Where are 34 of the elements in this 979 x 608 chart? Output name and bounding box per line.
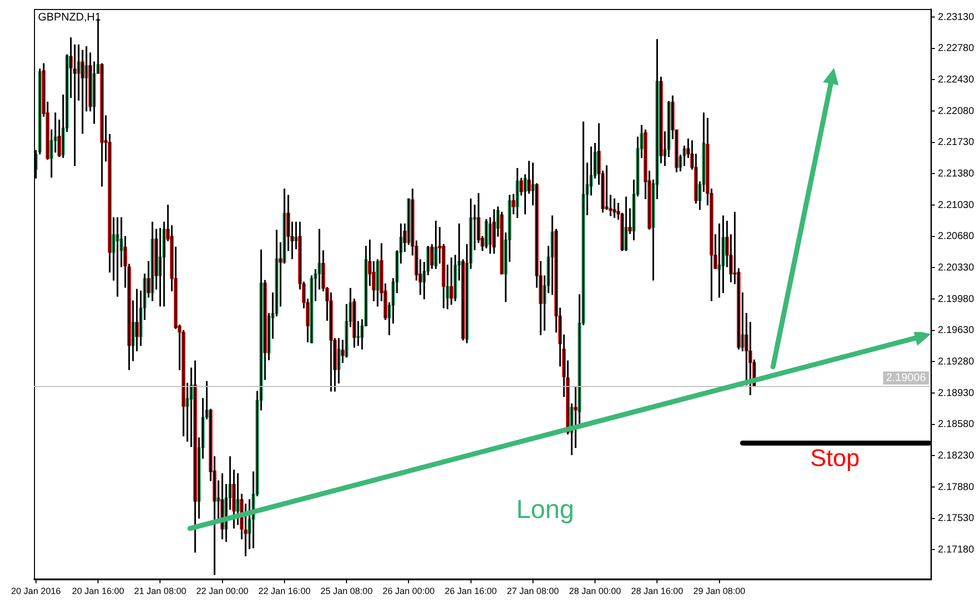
y-tick-label: 2.20330 [938,262,974,274]
y-tick-label: 2.18580 [938,419,974,430]
y-tick-label: 2.18930 [938,388,974,399]
x-tick-label: 22 Jan 16:00 [258,586,310,596]
x-tick-label: 28 Jan 00:00 [568,586,622,596]
y-tick-label: 2.21730 [938,137,974,148]
y-tick-label: 2.21030 [938,200,974,211]
y-tick-label: 2.17880 [938,482,974,493]
y-tick-label: 2.17530 [938,513,974,524]
x-tick-label: 20 Jan 2016 [11,586,61,596]
x-tick-label: 26 Jan 16:00 [444,586,497,596]
y-tick-label: 2.19980 [938,294,974,305]
y-tick-label: 2.22430 [938,74,974,86]
ref-line-label: 2.19006 [886,372,926,384]
chart-title: GBPNZD,H1 [38,12,101,24]
x-tick-label: 27 Jan 08:00 [506,586,559,596]
y-tick-label: 2.23130 [938,12,974,23]
y-tick-label: 2.17180 [938,544,974,556]
y-tick-label: 2.19630 [938,325,974,336]
x-tick-label: 25 Jan 08:00 [320,586,373,596]
annotation: Stop [810,445,860,472]
x-tick-label: 28 Jan 16:00 [631,586,684,596]
x-tick-label: 21 Jan 08:00 [134,586,186,596]
y-tick-label: 2.22080 [938,106,974,117]
y-tick-label: 2.19280 [938,356,974,368]
x-tick-label: 26 Jan 00:00 [382,586,435,596]
y-tick-label: 2.21380 [938,168,974,180]
x-tick-label: 22 Jan 00:00 [196,586,248,596]
y-tick-label: 2.22780 [938,43,974,54]
y-tick-label: 2.20680 [938,231,974,242]
y-tick-label: 2.18230 [938,450,974,462]
x-tick-label: 20 Jan 16:00 [72,586,124,596]
annotation: Long [516,494,574,524]
x-tick-label: 29 Jan 08:00 [693,586,746,596]
